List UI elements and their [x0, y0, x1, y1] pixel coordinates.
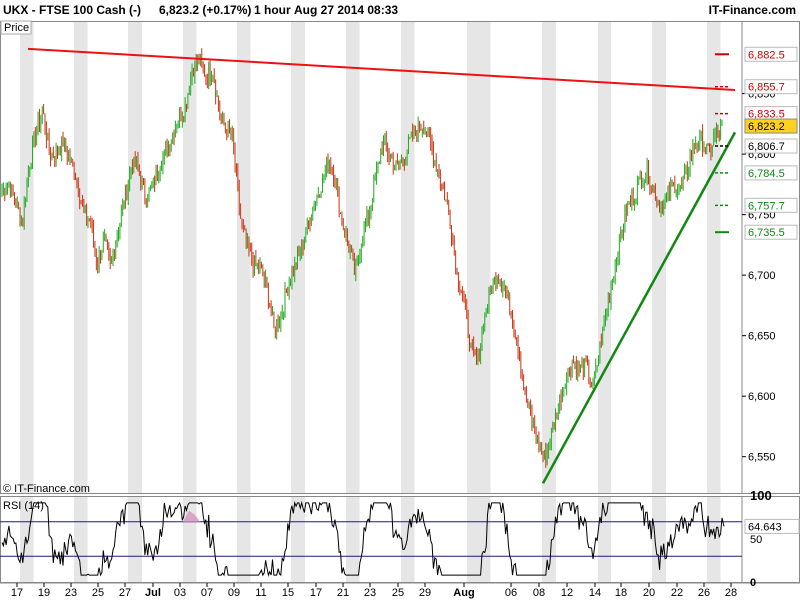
price-level-label: 6,823.2 — [748, 121, 785, 133]
price-level-box — [744, 46, 798, 62]
x-axis-tick-label: Jul — [145, 587, 161, 599]
x-axis-tick-label: 25 — [92, 587, 104, 599]
rsi-overbought-fill — [183, 510, 200, 522]
rsi-y-tick-label: 100 — [750, 488, 772, 503]
price-y-tick-label: 6,600 — [748, 391, 776, 403]
chart-title: UKX - FTSE 100 Cash (-) — [3, 3, 142, 17]
price-level-label: 6,882.5 — [748, 49, 785, 61]
day-band — [74, 496, 88, 582]
x-axis-tick-label: 18 — [615, 587, 627, 599]
x-axis-tick-label: 26 — [698, 587, 710, 599]
x-axis-tick-label: 22 — [671, 587, 683, 599]
day-band — [401, 496, 415, 582]
day-band — [237, 21, 251, 493]
x-axis-tick-label: 27 — [119, 587, 131, 599]
rsi-panel-frame — [0, 496, 800, 583]
day-band — [467, 496, 491, 582]
day-band — [707, 21, 721, 493]
x-axis-tick-label: 20 — [643, 587, 655, 599]
x-axis-tick-label: 12 — [561, 587, 573, 599]
price-level-label: 6,735.5 — [748, 227, 785, 239]
timeframe-text: 1 hour — [254, 3, 291, 17]
x-axis-tick-label: 28 — [725, 587, 737, 599]
x-axis-tick-label: 08 — [533, 587, 545, 599]
x-axis-tick-label: Aug — [453, 587, 474, 599]
price-level-box — [744, 79, 798, 95]
price-level-label: 6,855.7 — [748, 82, 785, 94]
price-label-box — [0, 20, 32, 35]
price-panel-label: Price — [4, 22, 29, 34]
day-band — [237, 496, 251, 582]
day-band — [598, 21, 611, 493]
day-band — [291, 496, 305, 582]
day-band — [542, 21, 556, 493]
x-axis-tick-label: 21 — [337, 587, 349, 599]
price-level-box — [744, 165, 798, 181]
x-axis-tick-label: 15 — [282, 587, 294, 599]
rsi-y-tick-label: 50 — [750, 534, 762, 546]
price-level-box — [744, 224, 798, 240]
brand-text: IT-Finance.com — [708, 3, 796, 17]
rsi-value-box — [744, 518, 800, 534]
rsi-line — [1, 500, 725, 577]
day-band — [128, 496, 142, 582]
day-band — [467, 21, 491, 493]
watermark-text: © IT-Finance.com — [3, 483, 90, 495]
x-axis-tick-label: 23 — [65, 587, 77, 599]
current-price-badge — [744, 118, 798, 134]
day-band — [128, 21, 142, 493]
rsi-y-tick-label: 0 — [750, 577, 756, 589]
rsi-last-value: 64.643 — [748, 521, 782, 533]
day-band — [652, 21, 666, 493]
day-band — [598, 496, 611, 582]
x-axis-tick-label: 14 — [589, 587, 601, 599]
day-band — [401, 21, 415, 493]
price-level-label: 6,784.5 — [748, 168, 785, 180]
x-axis-tick-label: 23 — [364, 587, 376, 599]
rsi-panel-label: RSI (14) — [3, 500, 44, 512]
x-axis-tick-label: 19 — [38, 587, 50, 599]
resistance-trendline — [27, 47, 736, 91]
price-level-label: 6,757.7 — [748, 200, 785, 212]
price-panel-frame — [0, 21, 800, 494]
quote-text: 6,823.2 (+0.17%) — [159, 3, 252, 17]
datetime-text: Aug 27 2014 08:33 — [294, 3, 399, 17]
day-band — [291, 21, 305, 493]
x-axis-tick-label: 07 — [201, 587, 213, 599]
price-y-tick-label: 6,650 — [748, 331, 776, 343]
x-axis-tick-label: 03 — [174, 587, 186, 599]
price-level-box — [744, 197, 798, 213]
x-axis-tick-label: 11 — [255, 587, 266, 599]
price-level-label: 6,833.5 — [748, 109, 785, 121]
x-axis-tick-label: 09 — [228, 587, 240, 599]
x-axis-tick-label: 17 — [11, 587, 23, 599]
support-trendline — [541, 131, 737, 484]
price-level-box — [744, 138, 798, 154]
day-band — [652, 496, 666, 582]
day-band — [346, 496, 360, 582]
x-axis-tick-label: 25 — [392, 587, 404, 599]
x-axis-tick-label: 29 — [419, 587, 431, 599]
price-y-tick-label: 6,550 — [748, 452, 776, 464]
day-band — [74, 21, 88, 493]
day-band — [20, 21, 34, 493]
price-level-label: 6,806.7 — [748, 141, 785, 153]
x-axis-tick-label: 17 — [310, 587, 322, 599]
x-axis-tick-label: 06 — [505, 587, 517, 599]
day-band — [183, 21, 197, 493]
day-band — [707, 496, 721, 582]
day-band — [542, 496, 556, 582]
price-y-tick-label: 6,700 — [748, 270, 776, 282]
